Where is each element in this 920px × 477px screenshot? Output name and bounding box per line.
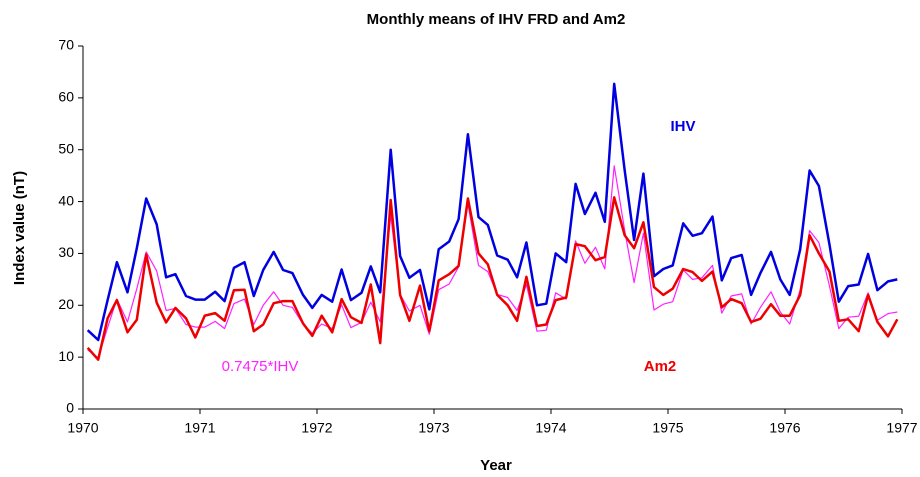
- x-tick-label: 1977: [886, 420, 917, 436]
- series-line: [87, 165, 898, 359]
- x-tick-label: 1970: [67, 420, 98, 436]
- series-label: IHV: [670, 118, 695, 135]
- y-tick-label: 50: [58, 140, 74, 156]
- x-tick-label: 1975: [652, 420, 683, 436]
- x-tick-label: 1973: [418, 420, 449, 436]
- series-line: [86, 82, 898, 342]
- series-line: [86, 196, 899, 361]
- y-axis-title: Index value (nT): [11, 171, 28, 285]
- y-tick-label: 0: [66, 400, 74, 416]
- y-tick-label: 10: [58, 348, 74, 364]
- y-tick-label: 40: [58, 192, 74, 208]
- y-tick-label: 60: [58, 89, 74, 105]
- chart-title: Monthly means of IHV FRD and Am2: [367, 11, 626, 28]
- series-label: Am2: [644, 358, 677, 375]
- x-tick-label: 1974: [535, 420, 566, 436]
- series-label: 0.7475*IHV: [222, 358, 299, 375]
- x-tick-label: 1976: [769, 420, 800, 436]
- y-tick-label: 30: [58, 244, 74, 260]
- x-tick-label: 1971: [184, 420, 215, 436]
- y-tick-label: 20: [58, 296, 74, 312]
- y-tick-label: 70: [58, 37, 74, 53]
- x-axis-title: Year: [480, 457, 512, 474]
- x-tick-label: 1972: [301, 420, 332, 436]
